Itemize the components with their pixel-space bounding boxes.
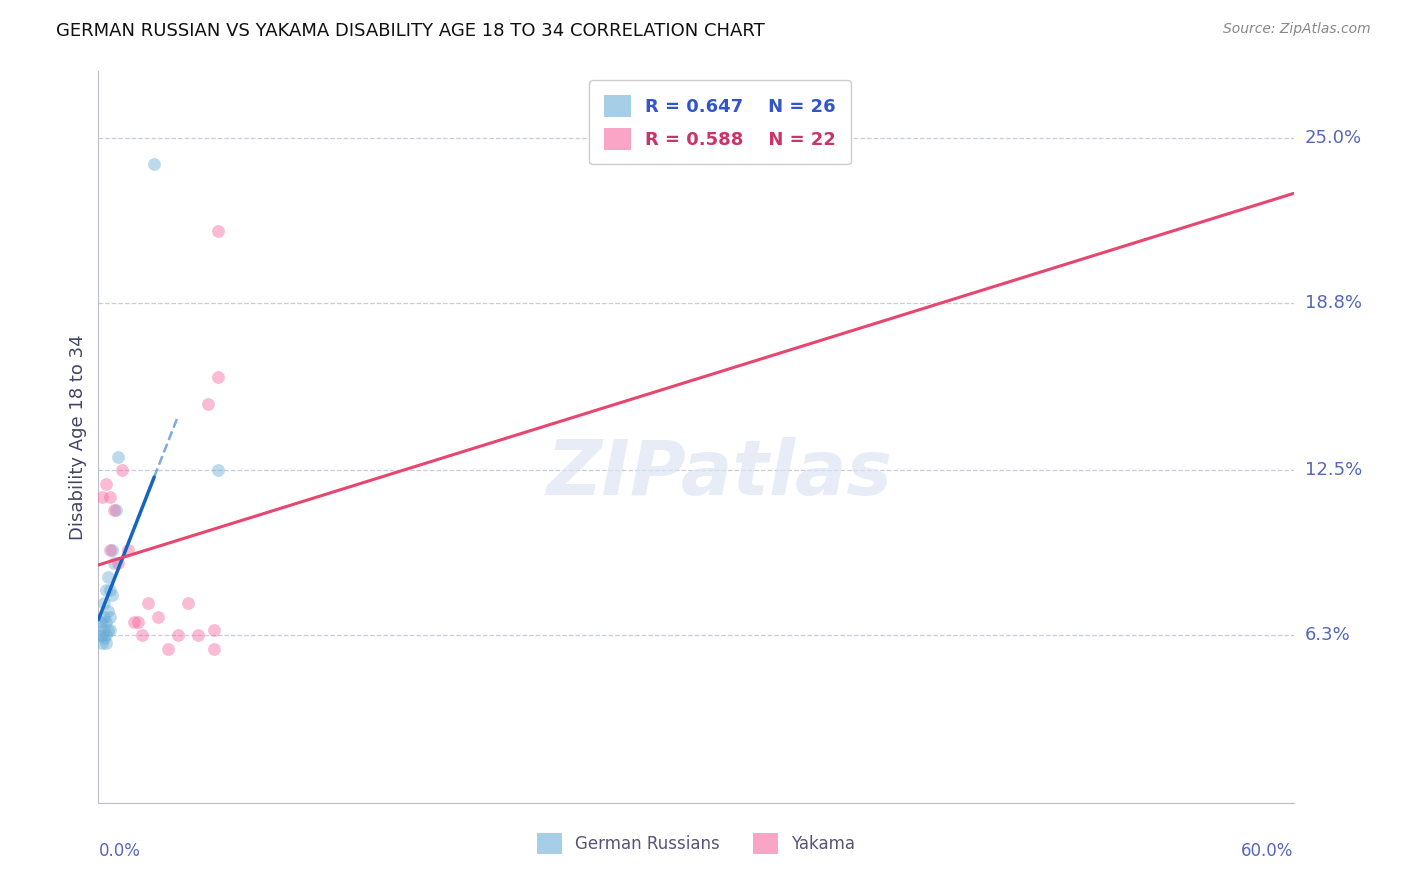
Legend: German Russians, Yakama: German Russians, Yakama [530, 827, 862, 860]
Point [157, 641, 180, 656]
Point [93, 631, 115, 645]
Point [103, 557, 125, 571]
Point [91, 490, 114, 504]
Point [96, 476, 118, 491]
Point [197, 397, 219, 411]
Point [105, 503, 128, 517]
Point [96, 636, 118, 650]
Text: Source: ZipAtlas.com: Source: ZipAtlas.com [1223, 22, 1371, 37]
Point [148, 609, 170, 624]
Point [107, 557, 129, 571]
Point [207, 224, 229, 238]
Point [103, 503, 125, 517]
Point [89, 628, 111, 642]
Point [97, 623, 120, 637]
Text: GERMAN RUSSIAN VS YAKAMA DISABILITY AGE 18 TO 34 CORRELATION CHART: GERMAN RUSSIAN VS YAKAMA DISABILITY AGE … [56, 22, 765, 40]
Point [98, 609, 122, 624]
Point [98, 623, 122, 637]
Point [96, 615, 118, 629]
Point [97, 604, 120, 618]
Point [101, 543, 124, 558]
Text: 25.0%: 25.0% [1305, 128, 1362, 147]
Point [93, 609, 115, 624]
Text: 0.0%: 0.0% [98, 842, 141, 860]
Point [101, 588, 124, 602]
Point [136, 596, 159, 610]
Point [91, 636, 114, 650]
Point [207, 463, 229, 477]
Text: 12.5%: 12.5% [1305, 461, 1362, 479]
Point [91, 615, 114, 629]
Point [107, 450, 129, 464]
Point [98, 490, 122, 504]
Point [98, 582, 122, 597]
Point [89, 615, 111, 629]
Point [97, 570, 120, 584]
Point [131, 628, 153, 642]
Point [93, 623, 115, 637]
Point [124, 615, 146, 629]
Point [96, 628, 118, 642]
Text: 18.8%: 18.8% [1305, 293, 1361, 312]
Point [207, 370, 229, 384]
Point [117, 543, 139, 558]
Text: ZIPatlas: ZIPatlas [547, 437, 893, 510]
Point [143, 157, 166, 171]
Point [127, 615, 149, 629]
Point [187, 628, 209, 642]
Point [202, 623, 225, 637]
Point [96, 582, 118, 597]
Y-axis label: Disability Age 18 to 34: Disability Age 18 to 34 [69, 334, 87, 540]
Point [98, 543, 122, 558]
Point [93, 596, 115, 610]
Text: 6.3%: 6.3% [1305, 626, 1350, 644]
Point [91, 628, 114, 642]
Point [202, 641, 225, 656]
Point [167, 628, 190, 642]
Point [111, 463, 134, 477]
Text: 60.0%: 60.0% [1241, 842, 1294, 860]
Point [177, 596, 200, 610]
